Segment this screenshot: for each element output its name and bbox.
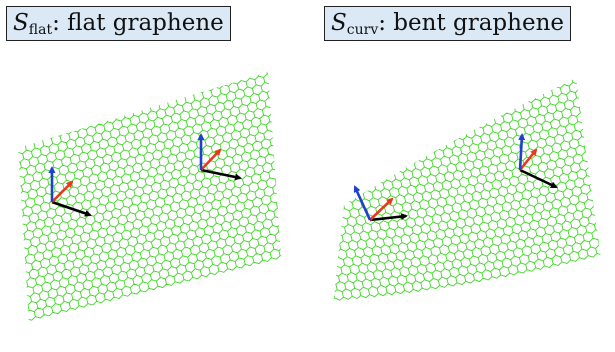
x-axis-arrow — [51, 200, 92, 217]
title-text: : bent graphene — [378, 10, 564, 36]
flat-graphene-sheet — [18, 72, 282, 323]
x-axis-arrow — [519, 168, 558, 189]
coordinate-frame-2 — [197, 133, 242, 181]
title-text: : flat graphene — [52, 10, 224, 36]
title-subscript: curv — [346, 22, 379, 38]
z-axis-arrow — [353, 185, 372, 221]
y-axis-arrow — [518, 148, 538, 171]
title-symbol: S — [331, 10, 347, 36]
title-symbol: S — [13, 10, 29, 36]
title-flat: Sflat: flat graphene — [6, 6, 231, 41]
title-curv: Scurv: bent graphene — [324, 6, 571, 41]
hexagonal-lattice — [330, 78, 604, 302]
hexagonal-lattice — [18, 72, 282, 323]
x-axis-arrow — [200, 168, 242, 181]
x-axis-arrow — [369, 213, 408, 222]
panel-flat-graphene: Sflat: flat graphene — [0, 0, 307, 352]
coordinate-frame-2 — [518, 133, 558, 189]
bent-graphene-sheet — [330, 78, 604, 302]
coordinate-frame-1 — [353, 185, 408, 222]
coordinate-frame-1 — [48, 166, 92, 217]
title-subscript: flat — [28, 22, 53, 38]
y-axis-arrow — [200, 148, 222, 171]
panel-bent-graphene: Scurv: bent graphene — [308, 0, 615, 352]
y-axis-arrow — [51, 180, 74, 203]
y-axis-arrow — [369, 197, 394, 221]
z-axis-arrow — [518, 133, 526, 171]
